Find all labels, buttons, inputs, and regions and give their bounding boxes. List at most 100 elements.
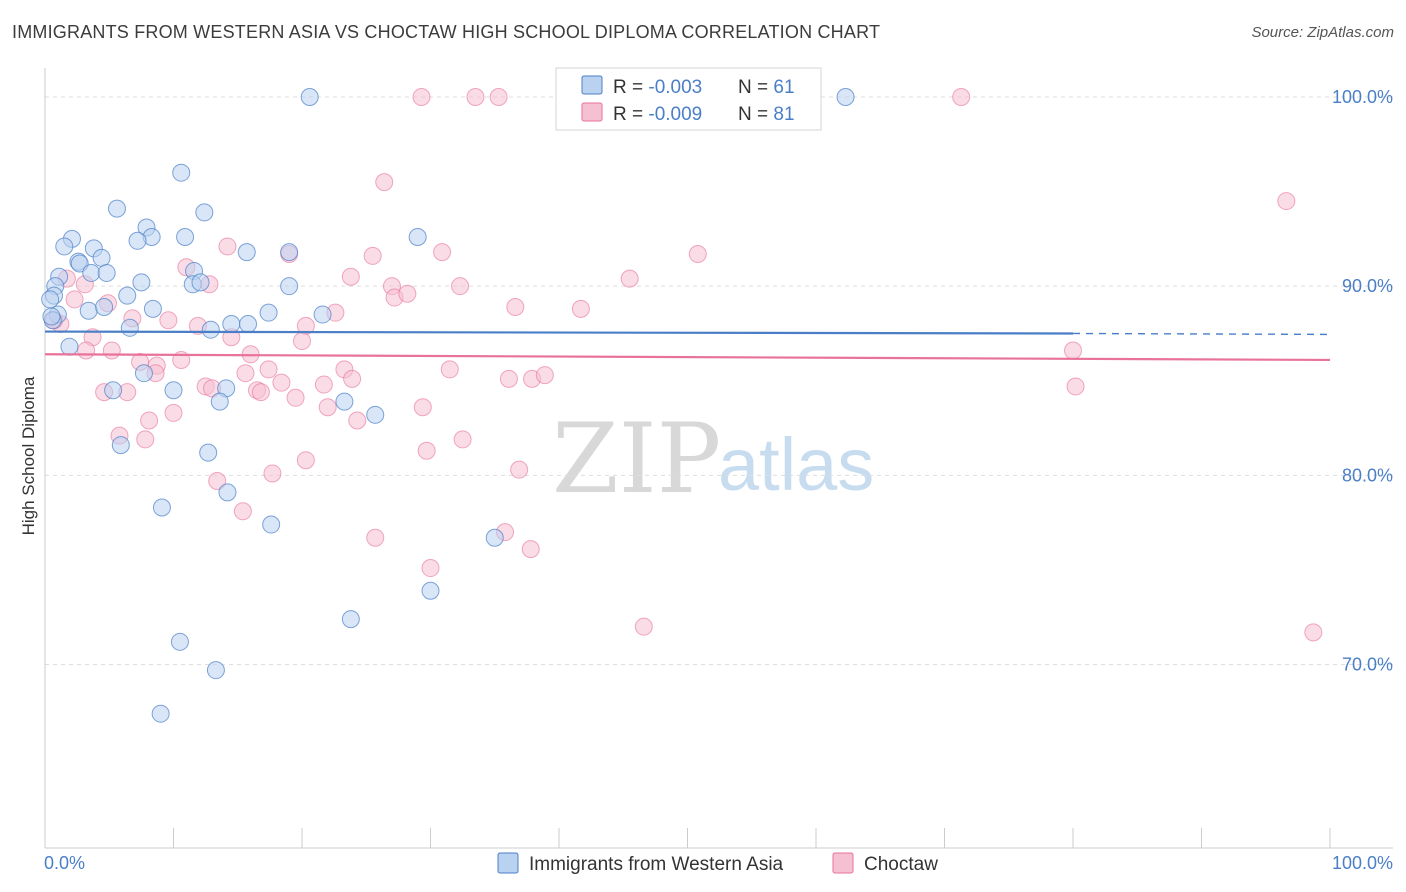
choctaw-point — [413, 398, 432, 417]
choctaw-point — [314, 375, 333, 394]
choctaw-point — [218, 237, 237, 256]
chart-title: IMMIGRANTS FROM WESTERN ASIA VS CHOCTAW … — [12, 22, 881, 42]
western-asia-point — [170, 632, 189, 651]
choctaw-point — [398, 284, 417, 303]
bottom-legend: Immigrants from Western Asia Choctaw — [497, 852, 938, 875]
legend-n-label: N = — [738, 104, 773, 125]
western-asia-point — [79, 301, 98, 320]
western-asia-point — [199, 443, 218, 462]
bottom-legend-swatch-pink — [832, 852, 854, 874]
western-asia-point — [42, 307, 61, 326]
trend-lines — [44, 330, 1331, 362]
trend-line-western-asia — [44, 330, 1074, 335]
bottom-legend-label-pink: Choctaw — [864, 854, 938, 875]
choctaw-point — [236, 364, 255, 383]
legend-swatch-blue — [581, 75, 603, 95]
western-asia-point — [128, 231, 147, 250]
western-asia-point — [421, 581, 440, 600]
western-asia-point — [41, 290, 60, 309]
western-asia-point — [107, 199, 126, 218]
western-asia-point — [335, 392, 354, 411]
choctaw-point — [233, 502, 252, 521]
legend-row-pink: R = -0.009 N = 81 — [613, 104, 795, 125]
legend-swatch-pink — [581, 102, 603, 122]
western-asia-point — [60, 337, 79, 356]
choctaw-point — [620, 269, 639, 288]
choctaw-point — [65, 290, 84, 309]
western-asia-point — [195, 203, 214, 222]
y-tick-label: 80.0% — [1342, 465, 1393, 485]
trend-line-western-asia-extension — [1072, 332, 1331, 336]
choctaw-point — [208, 472, 227, 491]
choctaw-point — [688, 245, 707, 264]
y-axis-label: High School Diploma — [19, 376, 38, 535]
y-tick-labels: 70.0% 80.0% 90.0% 100.0% — [1332, 87, 1393, 674]
source-label: Source: ZipAtlas.com — [1251, 24, 1394, 41]
choctaw-point — [164, 403, 183, 422]
choctaw-point — [634, 617, 653, 636]
choctaw-point — [571, 299, 590, 318]
western-asia-point — [408, 228, 427, 247]
axes — [44, 68, 1393, 849]
choctaw-point — [506, 297, 525, 316]
choctaw-point — [1277, 192, 1296, 211]
western-asia-point — [313, 305, 332, 324]
choctaw-point — [421, 559, 440, 578]
legend-n-value: 61 — [773, 77, 794, 98]
choctaw-point — [77, 341, 96, 360]
choctaw-point — [375, 173, 394, 192]
western-asia-point — [191, 273, 210, 292]
legend-r-value: -0.009 — [648, 104, 702, 125]
western-asia-point — [259, 303, 278, 322]
choctaw-point — [412, 88, 431, 107]
watermark-atlas: atlas — [718, 423, 874, 506]
x-tick-label-max: 100.0% — [1332, 853, 1393, 873]
western-asia-point — [152, 498, 171, 517]
western-asia-point — [280, 243, 299, 262]
choctaw-point — [451, 277, 470, 296]
bottom-legend-label-blue: Immigrants from Western Asia — [529, 854, 784, 875]
choctaw-point — [272, 373, 291, 392]
western-asia-point — [222, 315, 241, 334]
western-asia-point — [132, 273, 151, 292]
western-asia-point — [239, 315, 258, 334]
choctaw-point — [466, 88, 485, 107]
y-tick-label: 90.0% — [1342, 276, 1393, 296]
series-western-asia-points — [41, 88, 855, 723]
western-asia-point — [134, 364, 153, 383]
legend-r-label: R = — [613, 77, 648, 98]
choctaw-point — [102, 341, 121, 360]
choctaw-point — [348, 411, 367, 430]
western-asia-point — [366, 405, 385, 424]
choctaw-point — [535, 366, 554, 385]
legend-n-value: 81 — [773, 104, 794, 125]
choctaw-point — [140, 411, 159, 430]
choctaw-point — [521, 540, 540, 559]
choctaw-point — [286, 388, 305, 407]
western-asia-point — [97, 263, 116, 282]
choctaw-point — [510, 460, 529, 479]
legend-r-label: R = — [613, 104, 648, 125]
western-asia-point — [485, 528, 504, 547]
choctaw-point — [136, 430, 155, 449]
western-asia-point — [836, 88, 855, 107]
x-tick-label-min: 0.0% — [44, 853, 85, 873]
choctaw-point — [343, 369, 362, 388]
choctaw-point — [251, 383, 270, 402]
western-asia-point — [82, 263, 101, 282]
choctaw-point — [1064, 341, 1082, 360]
western-asia-point — [300, 88, 319, 107]
western-asia-point — [120, 318, 139, 337]
choctaw-point — [296, 451, 315, 470]
western-asia-point — [95, 297, 114, 316]
series-choctaw-points — [44, 88, 1323, 642]
choctaw-point — [417, 441, 436, 460]
choctaw-point — [341, 267, 360, 286]
x-ticks — [44, 828, 1331, 848]
western-asia-point — [118, 286, 137, 305]
choctaw-point — [293, 332, 311, 351]
choctaw-point — [263, 464, 282, 483]
y-tick-label: 70.0% — [1342, 655, 1393, 675]
choctaw-point — [489, 88, 508, 107]
